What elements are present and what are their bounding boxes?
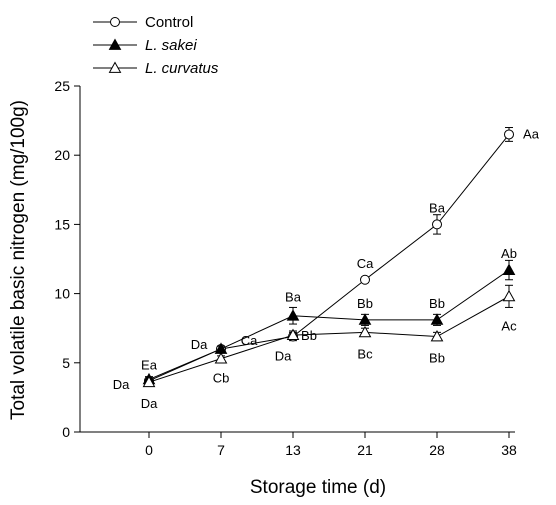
legend: Control L. sakei L. curvatus	[93, 14, 219, 77]
significance-label: Ca	[241, 333, 258, 348]
legend-label: L. curvatus	[145, 60, 219, 77]
legend-marker	[108, 61, 122, 73]
significance-label: Da	[275, 349, 292, 364]
legend-marker	[110, 17, 120, 27]
data-point	[214, 352, 228, 364]
legend-label: Control	[145, 14, 193, 31]
data-point	[430, 329, 444, 342]
data-point	[358, 325, 372, 338]
data-point	[502, 263, 516, 275]
data-point	[142, 375, 156, 388]
y-tick-label: 10	[54, 286, 70, 302]
y-tick-label: 5	[62, 355, 70, 371]
significance-label: Ba	[285, 290, 302, 305]
significance-label: Bb	[429, 351, 445, 366]
legend-label: L. sakei	[145, 37, 197, 54]
x-tick-label: 38	[501, 442, 517, 458]
series-line	[148, 295, 510, 383]
y-tick-label: 20	[54, 147, 70, 163]
significance-label: Ac	[501, 318, 517, 333]
x-tick-label: 7	[217, 442, 225, 458]
series-line	[148, 269, 510, 380]
legend-item: L. sakei	[93, 37, 197, 54]
data-point	[504, 129, 514, 140]
data-point	[430, 313, 444, 325]
data-point	[286, 309, 300, 321]
significance-label: Ab	[501, 246, 517, 261]
significance-label: Da	[141, 396, 158, 411]
data-point	[360, 274, 370, 285]
x-tick-label: 21	[357, 442, 373, 458]
significance-label: Da	[113, 377, 130, 392]
data-point	[502, 289, 516, 302]
y-tick-label: 25	[54, 78, 70, 94]
significance-label: Bb	[301, 328, 317, 343]
data-point	[286, 328, 300, 341]
significance-label: Bc	[357, 346, 373, 361]
significance-label: Ea	[141, 357, 158, 372]
y-tick-label: 15	[54, 216, 70, 232]
significance-label: Bb	[357, 296, 373, 311]
x-axis-title: Storage time (d)	[250, 477, 386, 498]
series-l-curvatus: Da Cb Bb Bc Bb Ac	[141, 284, 517, 411]
series-control: Da Ca Da Ca Ba Aa	[113, 126, 540, 391]
x-tick-label: 28	[429, 442, 445, 458]
legend-item: L. curvatus	[93, 60, 219, 77]
x-tick-label: 0	[145, 442, 153, 458]
x-tick-label: 13	[285, 442, 301, 458]
data-point	[432, 219, 442, 230]
significance-label: Cb	[213, 371, 230, 386]
legend-item: Control	[93, 14, 193, 31]
significance-label: Aa	[523, 126, 540, 141]
significance-label: Bb	[429, 296, 445, 311]
significance-label: Ba	[429, 200, 446, 215]
series-l-sakei: Ea Da Ba Bb Bb Ab	[141, 246, 517, 385]
significance-label: Ca	[357, 256, 374, 271]
y-tick-label: 0	[62, 424, 70, 440]
data-point	[358, 313, 372, 325]
y-axis-title: Total volatile basic nitrogen (mg/100g)	[8, 100, 29, 420]
plot-area: 0 5 10 15 20 25 0 7 13 21 28 38 Da Ca Da Ca Ba Aa Ea Da Ba Bb…	[54, 78, 539, 458]
legend-marker	[108, 38, 122, 50]
significance-label: Da	[191, 337, 208, 352]
